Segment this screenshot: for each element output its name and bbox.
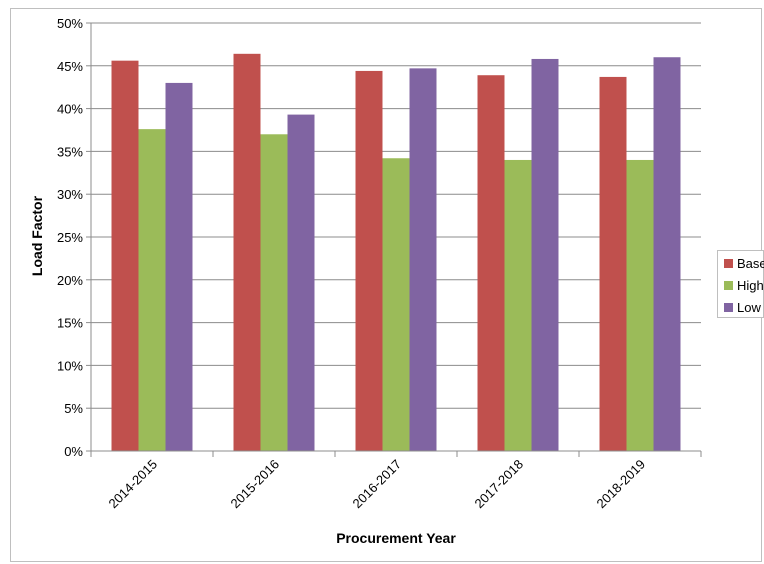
x-axis-label: Procurement Year — [336, 530, 456, 546]
bar-high-2015-2016 — [260, 134, 288, 451]
bar-low-2014-2015 — [165, 82, 193, 452]
legend-item-high: High — [718, 275, 764, 295]
bar-base-2017-2018 — [477, 75, 505, 451]
bar-high-2014-2015 — [138, 129, 166, 452]
y-tick-label: 25% — [57, 230, 83, 245]
axes — [90, 23, 702, 457]
legend: Base High Low — [717, 250, 764, 318]
x-tick-label: 2016-2017 — [350, 457, 405, 512]
x-tick-label: 2017-2018 — [472, 457, 527, 512]
bar-base-2014-2015 — [111, 60, 139, 451]
y-tick-labels: 0% 5% 10% 15% 20% 25% 30% 35% 40% 45% 50% — [57, 16, 83, 459]
bars — [111, 53, 681, 452]
y-tick-label: 40% — [57, 102, 83, 117]
legend-label: Base — [737, 255, 764, 271]
bar-low-2018-2019 — [653, 57, 681, 452]
bar-low-2017-2018 — [531, 58, 559, 452]
y-tick-label: 30% — [57, 187, 83, 202]
bar-low-2015-2016 — [287, 114, 315, 451]
y-tick-label: 10% — [57, 358, 83, 373]
y-tick-label: 50% — [57, 16, 83, 31]
y-tick-label: 15% — [57, 316, 83, 331]
x-tick-label: 2015-2016 — [228, 457, 283, 512]
y-tick-label: 45% — [57, 59, 83, 74]
legend-item-low: Low — [718, 297, 763, 317]
x-tick-label: 2018-2019 — [594, 457, 649, 512]
x-tick-label: 2014-2015 — [106, 457, 161, 512]
bar-base-2016-2017 — [355, 70, 383, 451]
legend-swatch — [724, 258, 733, 268]
legend-item-base: Base — [718, 253, 764, 273]
y-axis-label: Load Factor — [29, 195, 45, 276]
y-tick-label: 5% — [64, 401, 83, 416]
legend-swatch — [724, 302, 733, 312]
legend-swatch — [724, 280, 733, 290]
y-tick-label: 0% — [64, 444, 83, 459]
bar-high-2017-2018 — [504, 159, 532, 451]
legend-label: Low — [737, 299, 761, 315]
bar-high-2016-2017 — [382, 158, 410, 452]
y-tick-label: 20% — [57, 273, 83, 288]
x-tick-labels: 2014-2015 2015-2016 2016-2017 2017-2018 2018… — [106, 457, 649, 512]
bar-low-2016-2017 — [409, 68, 437, 452]
bar-base-2018-2019 — [599, 76, 627, 451]
y-tick-label: 35% — [57, 144, 83, 159]
legend-label: High — [737, 277, 764, 293]
bar-high-2018-2019 — [626, 159, 654, 451]
bar-base-2015-2016 — [233, 53, 261, 451]
